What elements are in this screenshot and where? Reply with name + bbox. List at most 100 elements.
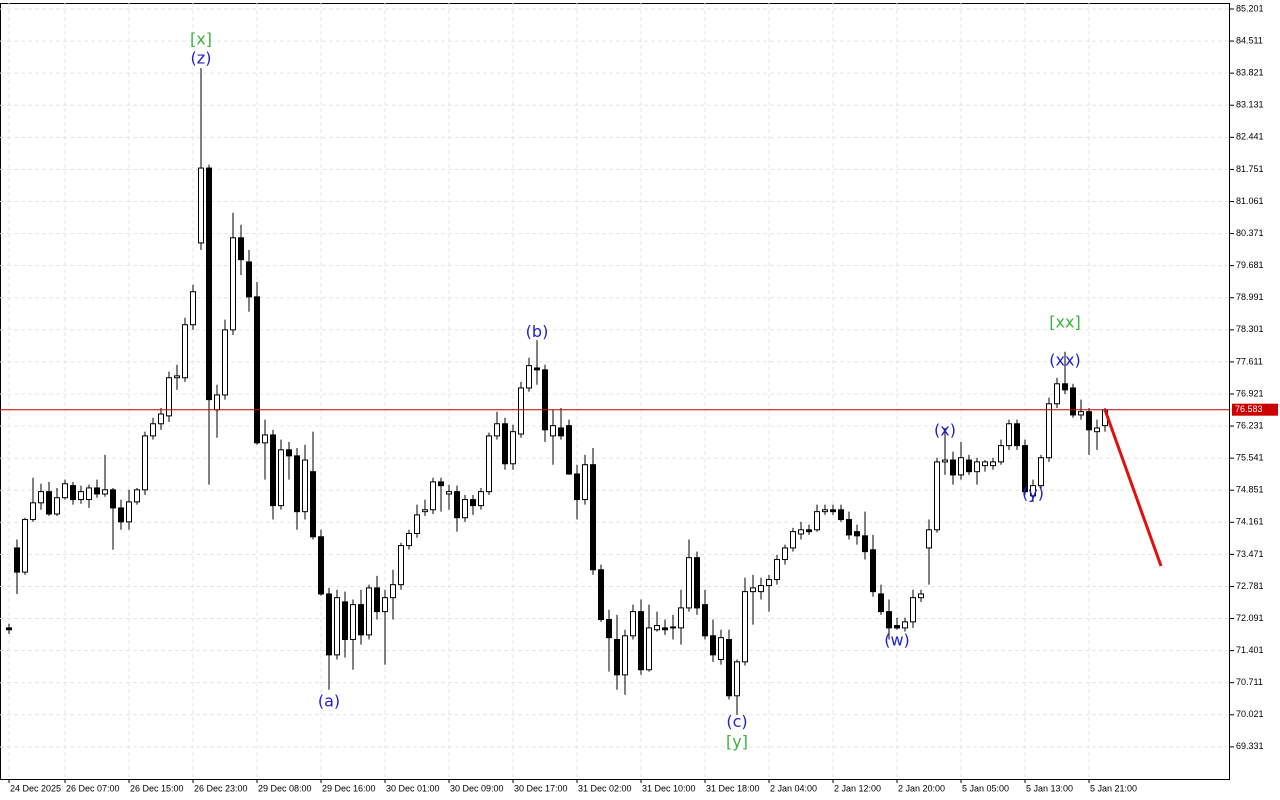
candle-body <box>518 387 524 435</box>
y-tick-label: 70.711 <box>1236 677 1263 687</box>
x-tick-label: 5 Jan 21:00 <box>1090 783 1137 793</box>
candle-body <box>174 375 180 379</box>
candle-body <box>894 625 900 629</box>
candle-body <box>990 461 996 467</box>
candle-body <box>646 627 652 671</box>
candle-body <box>414 514 420 535</box>
candle-body <box>702 604 708 637</box>
forecast-line <box>1103 409 1163 567</box>
candle-body <box>94 487 100 495</box>
candle-body <box>966 459 972 473</box>
y-tick-label: 72.781 <box>1236 581 1264 591</box>
candle-body <box>158 413 164 425</box>
y-tick-label: 84.511 <box>1236 35 1263 45</box>
candle-body <box>654 625 660 631</box>
candle-body <box>214 394 220 411</box>
candle-body <box>806 529 812 533</box>
candle-body <box>622 635 628 676</box>
candle-body <box>118 507 124 523</box>
candle-body <box>1014 423 1020 447</box>
y-tick-label: 85.201 <box>1236 3 1264 13</box>
wave-label: (z) <box>191 48 212 67</box>
candle-body <box>590 464 596 571</box>
candle-body <box>846 519 852 536</box>
candle-body <box>686 557 692 609</box>
candle-body <box>982 461 988 467</box>
y-tick-label: 70.021 <box>1236 709 1264 719</box>
candle-body <box>238 237 244 261</box>
wave-label: (xx) <box>1049 351 1080 370</box>
candle-body <box>950 459 956 476</box>
candle-body <box>126 501 132 523</box>
candle-body <box>326 593 332 656</box>
candle-body <box>14 547 20 573</box>
candle-body <box>694 557 700 609</box>
candle-body <box>814 511 820 531</box>
candle-body <box>662 627 668 631</box>
y-tick-label: 83.131 <box>1236 100 1264 110</box>
candle-body <box>374 587 380 613</box>
wave-label: [xx] <box>1049 312 1080 331</box>
candle-body <box>350 604 356 641</box>
y-tick-label: 81.751 <box>1236 164 1264 174</box>
x-tick-label: 26 Dec 23:00 <box>194 783 248 793</box>
candle-body <box>678 607 684 629</box>
candle-body <box>46 491 52 515</box>
candle-body <box>510 431 516 465</box>
wave-label: (y) <box>1022 483 1044 502</box>
candle-body <box>526 365 532 389</box>
candle-body <box>150 423 156 437</box>
candle-body <box>166 377 172 417</box>
x-tick-label: 26 Dec 15:00 <box>130 783 184 793</box>
wave-label: (w) <box>884 630 910 649</box>
candle-body <box>718 637 724 661</box>
y-tick-label: 73.471 <box>1236 549 1264 559</box>
candle-body <box>638 611 644 671</box>
candle-body <box>670 626 676 629</box>
wave-label: [x] <box>190 30 212 49</box>
x-tick-label: 24 Dec 2025 <box>10 783 61 793</box>
candle-body <box>142 435 148 491</box>
candle-body <box>502 423 508 465</box>
candle-body <box>1054 383 1060 405</box>
candle-body <box>86 487 92 501</box>
x-tick-label: 29 Dec 08:00 <box>258 783 312 793</box>
candle-body <box>766 579 772 587</box>
candle-body <box>1038 457 1044 487</box>
candle-body <box>494 423 500 437</box>
y-tick-label: 76.921 <box>1236 388 1264 398</box>
candle-body <box>726 639 732 697</box>
wave-label: [y] <box>726 732 748 751</box>
candle-body <box>430 481 436 511</box>
candle-body <box>222 329 228 396</box>
candle-body <box>310 471 316 538</box>
candle-body <box>598 569 604 621</box>
candle-body <box>1062 383 1068 391</box>
candle-body <box>574 473 580 501</box>
candle-body <box>438 481 444 487</box>
x-tick-label: 30 Dec 17:00 <box>514 783 568 793</box>
candle-body <box>926 529 932 549</box>
candle-body <box>1046 403 1052 459</box>
candle-body <box>886 611 892 629</box>
wave-label: (b) <box>526 322 549 341</box>
candle-body <box>910 597 916 623</box>
candle-body <box>1094 427 1100 433</box>
candle-body <box>406 533 412 547</box>
candle-body <box>934 461 940 531</box>
x-tick-label: 2 Jan 12:00 <box>834 783 881 793</box>
candle-body <box>862 535 868 553</box>
candle-body <box>1070 387 1076 416</box>
y-tick-label: 81.061 <box>1236 196 1264 206</box>
candle-body <box>774 559 780 581</box>
candle-body <box>558 427 564 437</box>
candle-body <box>270 434 276 507</box>
x-tick-label: 30 Dec 09:00 <box>450 783 504 793</box>
y-tick-label: 76.231 <box>1236 420 1264 430</box>
candle-body <box>478 491 484 507</box>
y-tick-label: 71.401 <box>1236 645 1264 655</box>
candle-body <box>22 519 28 573</box>
current-price-tag <box>1232 403 1278 416</box>
candle-body <box>134 489 140 503</box>
